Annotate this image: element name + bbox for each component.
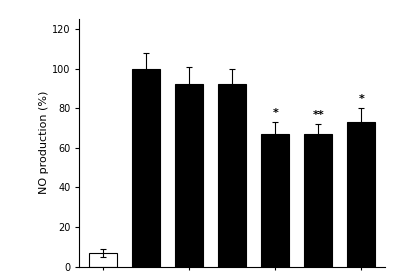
Bar: [218, 84, 246, 267]
Bar: [175, 84, 203, 267]
Bar: [347, 122, 376, 267]
Y-axis label: NO production (%): NO production (%): [39, 91, 49, 194]
Bar: [89, 253, 117, 267]
Text: **: **: [312, 110, 324, 120]
Bar: [261, 134, 289, 267]
Text: *: *: [358, 94, 364, 104]
Text: *: *: [272, 108, 278, 118]
Bar: [132, 69, 160, 267]
Bar: [304, 134, 332, 267]
